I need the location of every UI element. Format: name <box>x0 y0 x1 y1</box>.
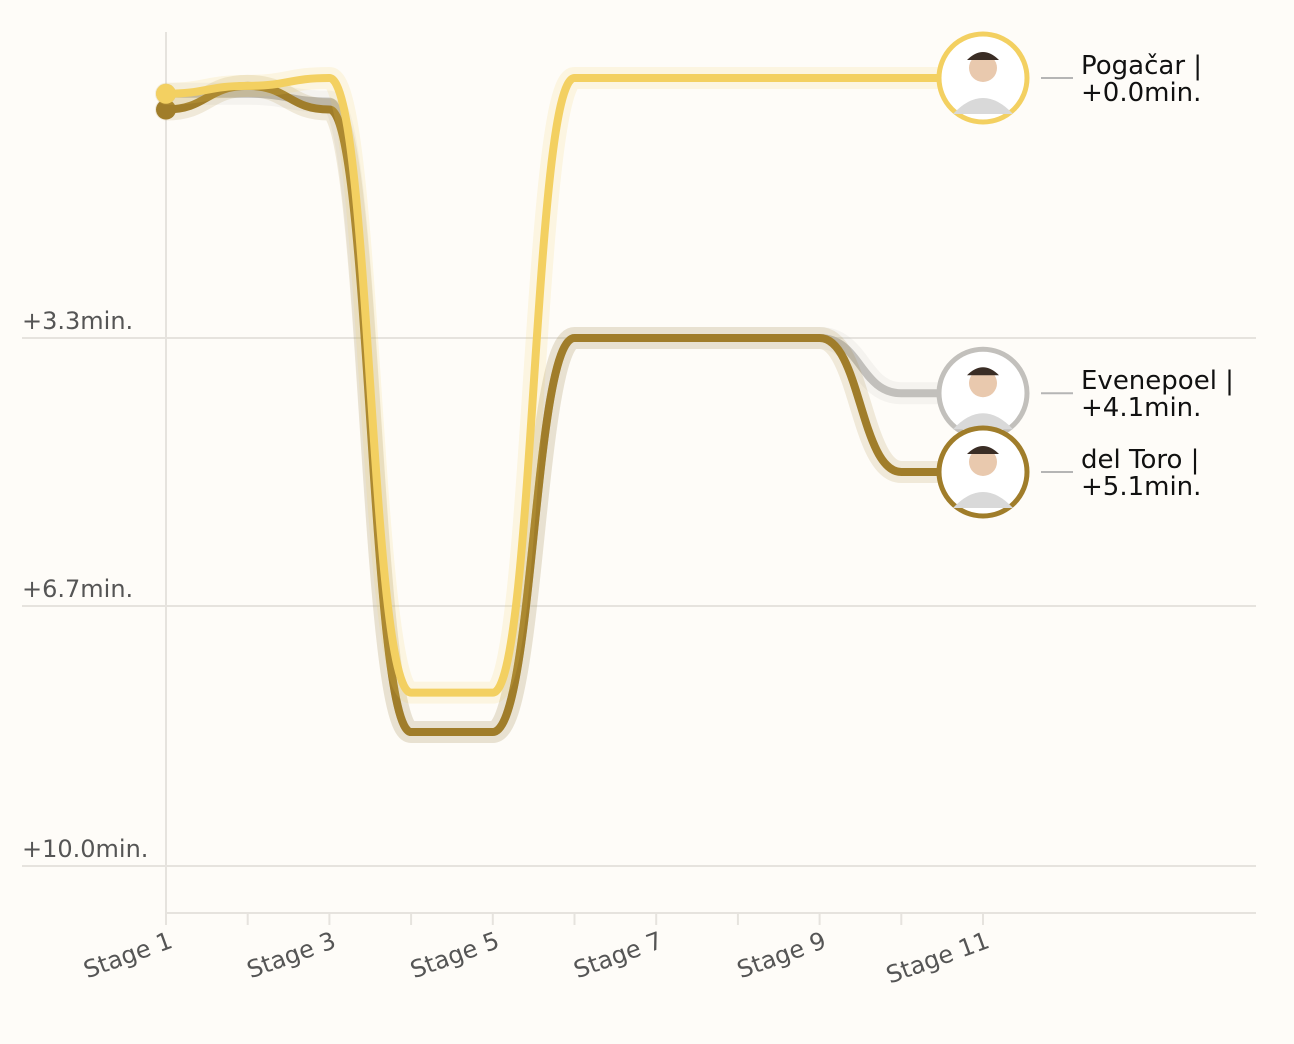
rider-avatar[interactable] <box>936 31 1030 125</box>
rider-labels: Evenepoel |+4.1min. del Toro |+5.1min. Pog… <box>1041 51 1234 502</box>
rider-gap-label: +0.0min. <box>1081 78 1201 108</box>
avatar-head-icon <box>969 448 997 476</box>
y-tick-label: +6.7min. <box>22 575 133 603</box>
rider-markers <box>936 31 1030 519</box>
rider-avatar[interactable] <box>936 346 1030 440</box>
y-tick-label: +10.0min. <box>22 835 148 863</box>
x-tick-label: Stage 7 <box>570 926 666 984</box>
x-tick-label: Stage 11 <box>882 926 993 989</box>
avatar-head-icon <box>969 369 997 398</box>
grid-lines <box>22 337 1256 867</box>
rider-name-label: del Toro | <box>1081 445 1199 475</box>
avatar-head-icon <box>969 54 997 82</box>
series-start-dot <box>156 99 176 120</box>
avatar-hair-icon <box>967 367 999 376</box>
x-tick-label: Stage 1 <box>80 926 176 984</box>
avatar-jersey-icon <box>953 413 1013 430</box>
x-tick-label: Stage 5 <box>407 926 503 984</box>
rider-gap-label: +4.1min. <box>1081 393 1201 423</box>
series-line <box>162 81 987 737</box>
avatar-hair-icon <box>967 52 999 60</box>
rider-name-label: Evenepoel | <box>1081 366 1234 396</box>
series-lines <box>155 66 994 744</box>
x-tick-label: Stage 3 <box>243 926 339 984</box>
axes: +3.3min. +6.7min. +10.0min. Stage 1 Stage 3 S… <box>22 32 1256 989</box>
rider-name-label: Pogačar | <box>1081 51 1202 81</box>
x-tick-label: Stage 9 <box>733 926 829 984</box>
series-start-dot <box>156 83 176 104</box>
avatar-jersey-icon <box>953 492 1013 508</box>
avatar-jersey-icon <box>953 98 1013 114</box>
y-tick-label: +3.3min. <box>22 307 133 335</box>
rider-avatar[interactable] <box>936 425 1030 519</box>
avatar-hair-icon <box>967 446 999 454</box>
series-line <box>162 73 987 697</box>
rider-gap-label: +5.1min. <box>1081 472 1201 502</box>
